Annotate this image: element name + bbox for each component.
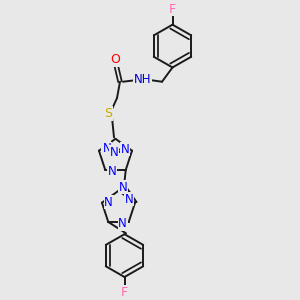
Text: N: N <box>107 165 116 178</box>
Text: NH: NH <box>134 73 151 86</box>
Text: N: N <box>104 196 113 208</box>
Text: N: N <box>125 193 134 206</box>
Text: F: F <box>121 286 128 299</box>
Text: N: N <box>118 217 127 230</box>
Text: N: N <box>119 181 128 194</box>
Text: N: N <box>103 142 112 155</box>
Text: N: N <box>110 146 118 159</box>
Text: O: O <box>110 53 120 66</box>
Text: F: F <box>169 3 176 16</box>
Text: N: N <box>121 143 130 156</box>
Text: N: N <box>101 142 110 155</box>
Text: S: S <box>104 107 112 120</box>
